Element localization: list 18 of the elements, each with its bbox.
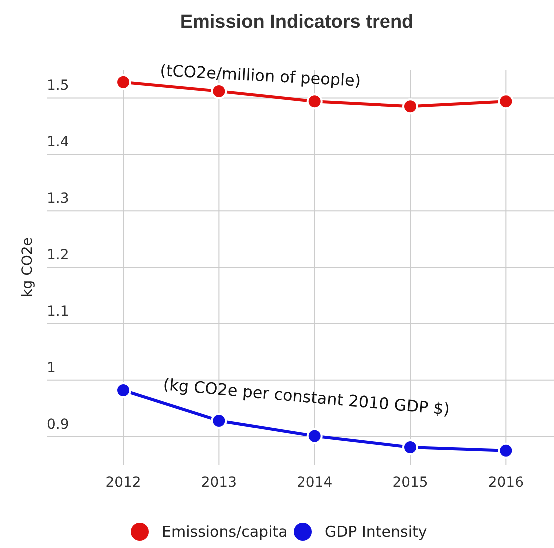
legend-label: GDP Intensity (325, 523, 428, 541)
x-tick-label: 2013 (201, 475, 238, 491)
legend-label: Emissions/capita (162, 523, 288, 541)
annotation: (kg CO2e per constant 2010 GDP $) (162, 375, 451, 420)
y-tick-label: 1.2 (47, 248, 70, 264)
x-tick-label: 2014 (297, 475, 333, 491)
x-tick-label: 2012 (106, 475, 142, 491)
x-tick-label: 2016 (488, 475, 524, 491)
y-tick-label: 1.5 (47, 78, 70, 94)
annotation: (tCO2e/million of people) (160, 61, 362, 91)
y-axis-title: kg CO2e (20, 238, 36, 298)
y-tick-label: 1.4 (47, 134, 70, 151)
y-tick-label: 1.1 (47, 304, 70, 320)
y-tick-label: 1 (47, 360, 56, 376)
x-tick-label: 2015 (392, 475, 428, 491)
y-tick-label: 1.3 (47, 191, 70, 208)
y-tick-label: 0.9 (47, 416, 70, 433)
chart-title: Emission Indicators trend (180, 12, 414, 33)
